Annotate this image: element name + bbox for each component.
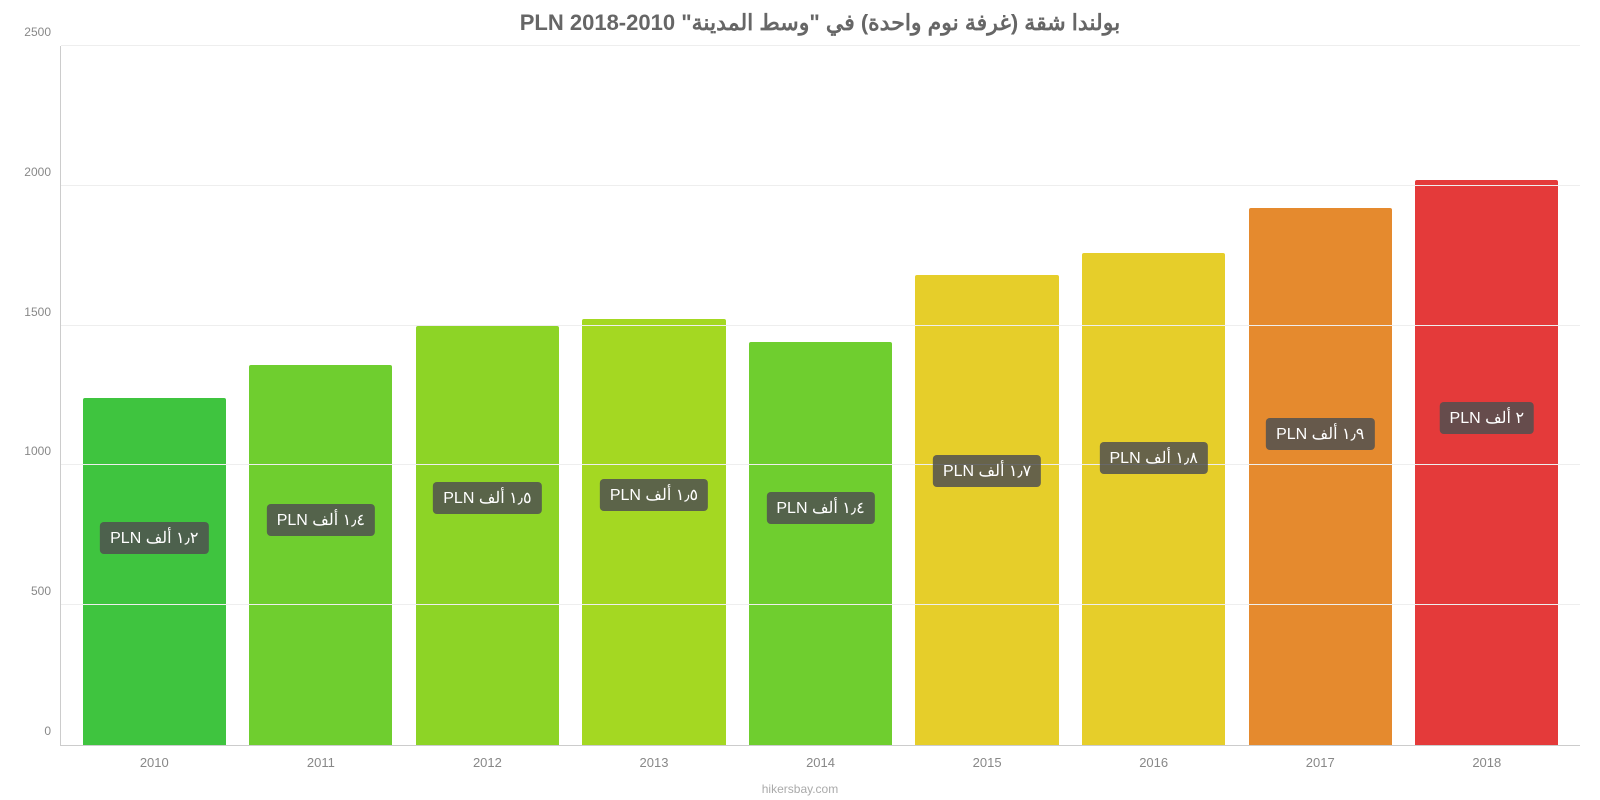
bar-value-label: ١٫٧ ألف PLN: [933, 455, 1041, 487]
bar: [416, 326, 559, 745]
y-tick: 2500: [24, 25, 51, 39]
bar: [1082, 253, 1225, 745]
gridline: [61, 325, 1580, 326]
bar: [83, 398, 226, 745]
bar: [915, 275, 1058, 745]
plot-area: 05001000150020002500 ١٫٢ ألف PLN١٫٤ ألف …: [60, 46, 1580, 746]
bar-group: ٢ ألف PLN: [1404, 46, 1571, 745]
y-axis: 05001000150020002500: [16, 46, 56, 745]
bar-value-label: ١٫٢ ألف PLN: [100, 522, 208, 554]
attribution: hikersbay.com: [762, 782, 838, 796]
bar-value-label: ١٫٩ ألف PLN: [1266, 418, 1374, 450]
x-tick: 2010: [71, 755, 238, 770]
bar-group: ١٫٥ ألف PLN: [404, 46, 571, 745]
bar-value-label: ١٫٥ ألف PLN: [433, 482, 541, 514]
x-tick: 2014: [737, 755, 904, 770]
y-tick: 500: [31, 584, 51, 598]
gridline: [61, 604, 1580, 605]
x-tick: 2017: [1237, 755, 1404, 770]
bar-group: ١٫٤ ألف PLN: [737, 46, 904, 745]
bar-group: ١٫٢ ألف PLN: [71, 46, 238, 745]
y-tick: 1000: [24, 444, 51, 458]
gridline: [61, 185, 1580, 186]
x-tick: 2011: [238, 755, 405, 770]
bar-group: ١٫٧ ألف PLN: [904, 46, 1071, 745]
bar-group: ١٫٩ ألف PLN: [1237, 46, 1404, 745]
bar: [1415, 180, 1558, 745]
x-tick: 2013: [571, 755, 738, 770]
chart-title: بولندا شقة (غرفة نوم واحدة) في "وسط المد…: [60, 10, 1580, 36]
bar-group: ١٫٥ ألف PLN: [571, 46, 738, 745]
chart-container: بولندا شقة (غرفة نوم واحدة) في "وسط المد…: [0, 0, 1600, 800]
bar: [749, 342, 892, 745]
bar: [1249, 208, 1392, 745]
bar-value-label: ١٫٥ ألف PLN: [600, 479, 708, 511]
x-tick: 2012: [404, 755, 571, 770]
bar-group: ١٫٤ ألف PLN: [238, 46, 405, 745]
x-axis: 201020112012201320142015201620172018: [61, 755, 1580, 770]
gridline: [61, 45, 1580, 46]
x-tick: 2018: [1404, 755, 1571, 770]
y-tick: 0: [44, 724, 51, 738]
y-tick: 1500: [24, 305, 51, 319]
bar-value-label: ١٫٨ ألف PLN: [1100, 442, 1208, 474]
x-tick: 2016: [1070, 755, 1237, 770]
bar: [249, 365, 392, 745]
gridline: [61, 464, 1580, 465]
bar-value-label: ٢ ألف PLN: [1440, 402, 1535, 434]
bar-value-label: ١٫٤ ألف PLN: [267, 504, 375, 536]
bar-value-label: ١٫٤ ألف PLN: [766, 492, 874, 524]
x-tick: 2015: [904, 755, 1071, 770]
bars-container: ١٫٢ ألف PLN ١٫٤ ألف PLN ١٫٥ ألف PLN ١٫٥ ألف…: [61, 46, 1580, 745]
bar: [582, 319, 725, 745]
y-tick: 2000: [24, 165, 51, 179]
bar-group: ١٫٨ ألف PLN: [1070, 46, 1237, 745]
